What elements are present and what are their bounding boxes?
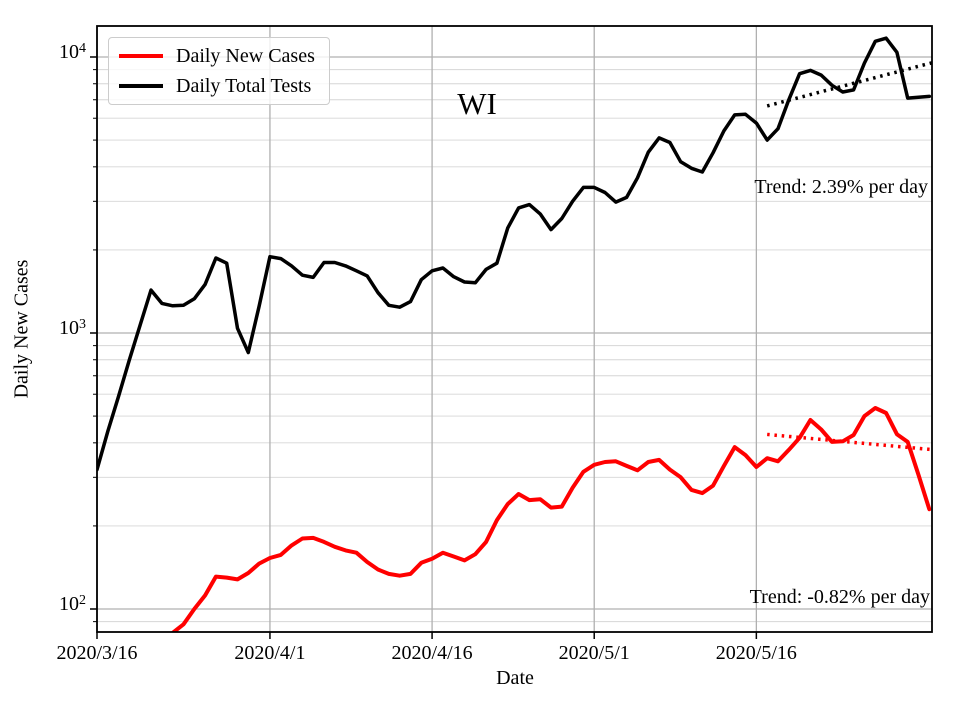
grid xyxy=(96,26,932,632)
y-axis-label: Daily New Cases xyxy=(10,259,33,399)
x-tick-label: 2020/3/16 xyxy=(56,642,138,664)
y-tick-label: 104 xyxy=(59,41,86,63)
legend-item-daily-new-cases: Daily New Cases xyxy=(119,41,319,71)
black-line-sample-icon xyxy=(119,84,163,89)
cases-trend-annotation: Trend: -0.82% per day xyxy=(749,586,930,608)
plot-frame xyxy=(96,25,933,633)
x-tick-label: 2020/4/1 xyxy=(234,642,306,664)
data-series xyxy=(97,36,932,632)
tests-trend-annotation: Trend: 2.39% per day xyxy=(754,176,928,198)
y-tick-label: 102 xyxy=(59,593,86,615)
legend: Daily New Cases Daily Total Tests xyxy=(108,37,330,105)
x-tick-label: 2020/5/16 xyxy=(715,642,797,664)
x-axis-label: Date xyxy=(496,667,534,689)
axis-ticks xyxy=(90,56,758,639)
x-tick-label: 2020/4/16 xyxy=(391,642,473,664)
red-line-sample-icon xyxy=(119,53,163,58)
daily-total-tests-line xyxy=(97,36,932,472)
y-tick-label: 103 xyxy=(59,317,86,339)
legend-label: Daily New Cases xyxy=(176,44,315,67)
cases-trend-dotted-line xyxy=(767,432,932,452)
legend-item-daily-total-tests: Daily Total Tests xyxy=(119,71,319,101)
state-label: WI xyxy=(457,86,497,121)
x-tick-label: 2020/5/1 xyxy=(558,642,630,664)
daily-new-cases-line xyxy=(170,406,932,632)
legend-label: Daily Total Tests xyxy=(176,75,312,98)
